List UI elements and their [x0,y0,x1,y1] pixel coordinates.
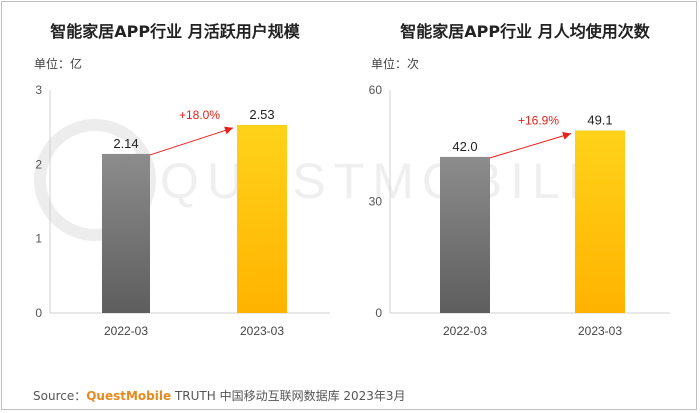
x-tick-label: 2022-03 [104,324,148,338]
chart-plot-usage: 0 30 60 42.0 2022-03 49.1 2023-03 +16.9% [369,83,670,338]
y-tick-label: 60 [369,83,383,97]
growth-arrow-head-icon [562,131,571,140]
chart-usage: 智能家居APP行业 月人均使用次数 单位：次 0 30 60 42.0 2022-03 4… [350,0,700,360]
data-label: 2.53 [249,107,274,122]
unit-label: 单位：次 [371,57,420,71]
y-tick-label: 0 [375,306,382,320]
chart-plot-mau: 0 1 2 3 2.14 2022-03 2.53 2023-03 +18.0% [35,83,330,338]
chart-title: 智能家居APP行业 月人均使用次数 [400,22,650,41]
data-label: 42.0 [452,139,477,154]
bar-2022-03 [102,153,150,313]
y-tick-label: 0 [35,306,42,320]
y-tick-label: 1 [35,232,42,246]
growth-arrow-line [149,127,234,156]
source-note: Source：QuestMobile TRUTH 中国移动互联网数据库 2023… [33,387,406,404]
source-text: TRUTH 中国移动互联网数据库 2023年3月 [174,389,406,403]
growth-annotation: +16.9% [518,114,559,128]
y-tick-label: 3 [35,83,42,97]
unit-label: 单位：亿 [34,57,83,71]
chart-mau: 智能家居APP行业 月活跃用户规模 单位：亿 0 1 2 3 2.14 2022-03 2.… [0,0,350,360]
x-tick-label: 2023-03 [240,324,284,338]
bar-2023-03 [237,124,287,313]
bar-2023-03 [575,130,625,313]
data-label: 49.1 [587,113,612,128]
bar-2022-03 [440,156,490,313]
chart-title: 智能家居APP行业 月活跃用户规模 [50,22,300,41]
y-tick-label: 2 [35,157,42,171]
growth-arrow-head-icon [224,126,233,135]
x-tick-label: 2023-03 [578,324,622,338]
x-tick-label: 2022-03 [443,324,487,338]
y-tick-label: 30 [369,195,383,209]
growth-annotation: +18.0% [179,108,220,122]
growth-arrow-line [489,133,572,159]
data-label: 2.14 [113,136,138,151]
source-brand: QuestMobile [86,389,172,403]
source-prefix: Source： [33,389,87,403]
